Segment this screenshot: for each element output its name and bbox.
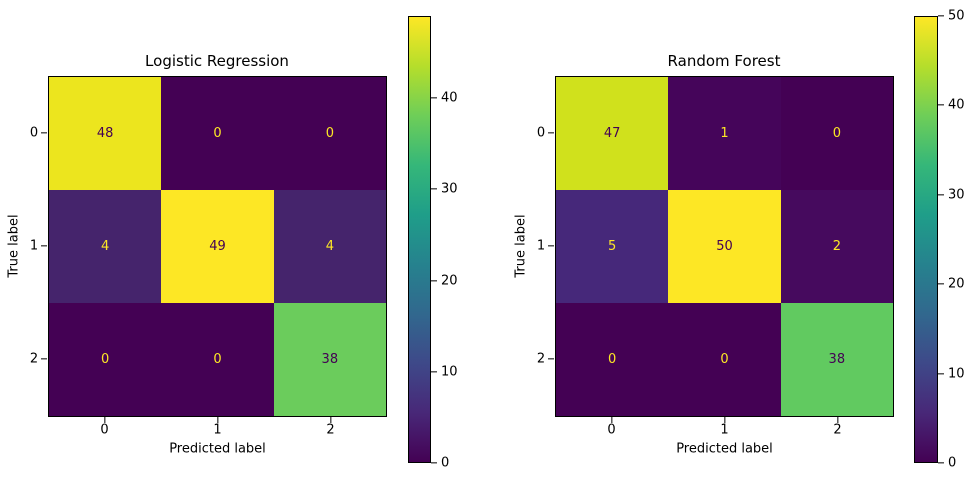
plot-title-logistic-regression: Logistic Regression	[145, 52, 289, 70]
cell-0-1: 0	[161, 77, 274, 190]
heatmap-grid-random-forest: 47 1 0 5 50 2 0 0 38	[555, 76, 894, 417]
x-tick-mark	[103, 417, 106, 423]
x-tick-label: 0	[607, 422, 616, 438]
y-tick-mark	[548, 132, 554, 134]
colorbar-tick-mark	[431, 462, 437, 464]
plot-title-random-forest: Random Forest	[667, 52, 781, 70]
colorbar-tick-mark	[938, 373, 944, 375]
y-tick-mark	[41, 245, 47, 247]
x-axis-label: Predicted label	[169, 441, 266, 457]
x-tick-mark	[723, 417, 726, 423]
x-tick-mark	[610, 417, 613, 423]
y-tick-label: 1	[536, 238, 546, 254]
colorbar-tick-label: 0	[441, 455, 450, 471]
cell-1-1: 49	[161, 190, 274, 303]
x-tick-label: 1	[720, 422, 729, 438]
y-tick-label: 2	[29, 351, 39, 367]
y-axis-label: True label	[513, 214, 529, 278]
colorbar-tick-mark	[938, 462, 944, 464]
y-axis-label: True label	[6, 214, 22, 278]
cell-2-2: 38	[780, 303, 893, 416]
colorbar-tick-label: 10	[441, 364, 458, 380]
cell-1-0: 4	[49, 190, 162, 303]
y-tick-label: 1	[29, 238, 39, 254]
x-tick-mark	[216, 417, 219, 423]
colorbar-tick-mark	[938, 194, 944, 196]
colorbar-tick-label: 40	[948, 97, 965, 113]
y-tick-label: 2	[536, 351, 546, 367]
colorbar-tick-mark	[938, 15, 944, 17]
colorbar-tick-mark	[431, 371, 437, 373]
y-tick-mark	[41, 358, 47, 360]
cell-0-2: 0	[273, 77, 386, 190]
x-tick-mark	[836, 417, 839, 423]
cell-0-2: 0	[780, 77, 893, 190]
cell-2-2: 38	[273, 303, 386, 416]
colorbar-tick-label: 30	[441, 181, 458, 197]
x-tick-label: 2	[326, 422, 335, 438]
colorbar-tick-mark	[938, 104, 944, 106]
cell-0-0: 47	[556, 77, 669, 190]
cell-1-0: 5	[556, 190, 669, 303]
colorbar-tick-label: 20	[948, 276, 965, 292]
colorbar-tick-label: 50	[948, 8, 965, 24]
colorbar-viridis	[914, 16, 938, 463]
y-tick-mark	[41, 132, 47, 134]
x-tick-label: 2	[833, 422, 842, 438]
colorbar-tick-mark	[431, 280, 437, 282]
colorbar-tick-label: 0	[948, 455, 957, 471]
y-tick-mark	[548, 358, 554, 360]
colorbar-tick-mark	[431, 97, 437, 99]
cell-1-2: 4	[273, 190, 386, 303]
colorbar-tick-label: 20	[441, 273, 458, 289]
x-axis-label: Predicted label	[676, 441, 773, 457]
y-tick-mark	[548, 245, 554, 247]
x-tick-mark	[329, 417, 332, 423]
colorbar-tick-mark	[431, 188, 437, 190]
cell-1-1: 50	[668, 190, 781, 303]
cell-0-0: 48	[49, 77, 162, 190]
cell-0-1: 1	[668, 77, 781, 190]
y-tick-label: 0	[536, 125, 546, 141]
x-tick-label: 0	[100, 422, 109, 438]
x-tick-label: 1	[213, 422, 222, 438]
colorbar-viridis	[408, 16, 431, 463]
colorbar-tick-label: 30	[948, 187, 965, 203]
cell-1-2: 2	[780, 190, 893, 303]
heatmap-grid-logistic-regression: 48 0 0 4 49 4 0 0 38	[48, 76, 387, 417]
cell-2-0: 0	[49, 303, 162, 416]
cell-2-0: 0	[556, 303, 669, 416]
cell-2-1: 0	[161, 303, 274, 416]
colorbar-tick-label: 40	[441, 90, 458, 106]
cell-2-1: 0	[668, 303, 781, 416]
colorbar-tick-label: 10	[948, 366, 965, 382]
y-tick-label: 0	[29, 125, 39, 141]
colorbar-tick-mark	[938, 283, 944, 285]
